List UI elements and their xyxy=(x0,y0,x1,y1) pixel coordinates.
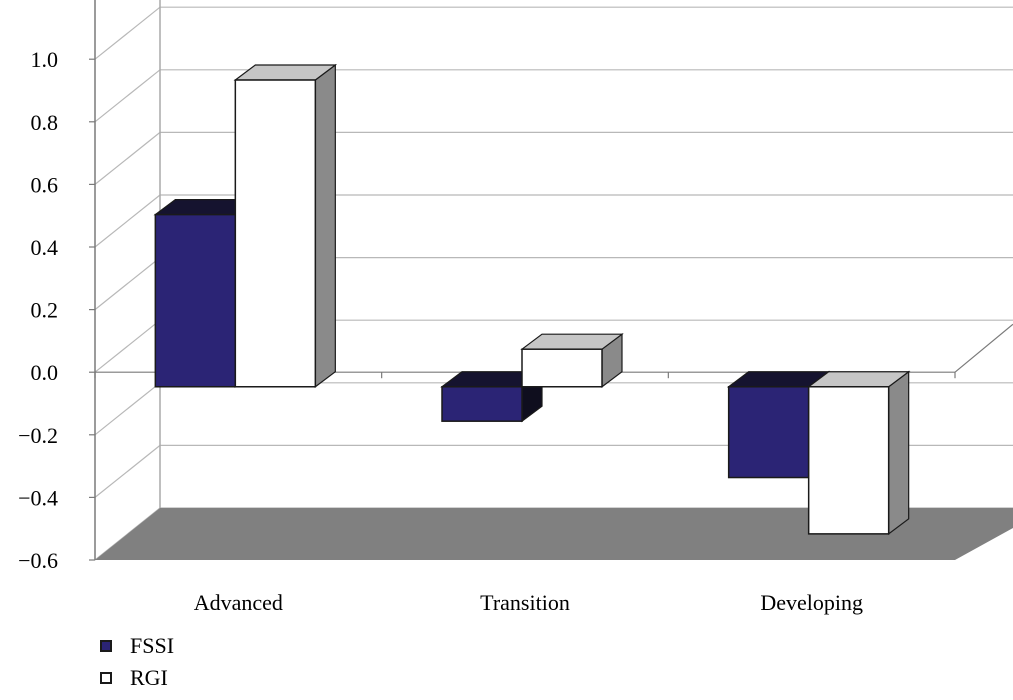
bar-fssi-transition-front xyxy=(441,386,523,422)
legend-swatch-fssi xyxy=(100,640,112,652)
side-wall xyxy=(95,0,160,560)
gridline-side xyxy=(94,444,161,498)
gridline-side xyxy=(94,382,161,436)
bar-rgi-transition xyxy=(520,333,624,388)
category-label-developing: Developing xyxy=(760,590,863,615)
bar-fssi-advanced-front xyxy=(154,213,237,388)
legend-item-fssi: FSSI xyxy=(100,630,174,662)
gridline-side xyxy=(94,131,161,185)
y-tick-label: −0.2 xyxy=(18,423,58,448)
y-tick-label: 0.0 xyxy=(31,360,59,385)
legend-swatch-rgi xyxy=(100,672,112,684)
bar-fssi-developing-front xyxy=(727,386,810,479)
gridline-side xyxy=(94,319,161,373)
legend-label-fssi: FSSI xyxy=(130,633,175,658)
y-tick-label: 0.8 xyxy=(31,110,59,135)
category-label-advanced: Advanced xyxy=(194,590,283,615)
y-tick-label: 0.2 xyxy=(31,298,59,323)
gridline-side xyxy=(94,194,161,248)
gridline-side xyxy=(94,69,161,123)
bar-rgi-developing-front xyxy=(807,386,890,535)
y-tick-label: 1.0 xyxy=(31,47,59,72)
gridline-side xyxy=(94,6,161,60)
bar-rgi-advanced-front xyxy=(234,79,317,388)
gridline-side xyxy=(94,257,161,311)
bar-rgi-developing-side xyxy=(888,370,910,536)
bar-rgi-advanced-side xyxy=(314,63,336,388)
y-tick-label: 0.4 xyxy=(31,235,59,260)
category-label-transition: Transition xyxy=(480,590,570,615)
legend: FSSI RGI xyxy=(100,630,174,694)
x-axis-categories: Advanced Transition Developing xyxy=(194,590,863,615)
bar-rgi-advanced xyxy=(233,63,338,388)
y-tick-label: −0.4 xyxy=(18,485,58,510)
y-tick-label: 0.6 xyxy=(31,172,59,197)
legend-label-rgi: RGI xyxy=(130,665,168,690)
bar-rgi-developing xyxy=(806,370,911,536)
y-tick-label: −0.6 xyxy=(18,548,58,573)
bars xyxy=(153,63,911,536)
chart-floor xyxy=(95,508,1013,560)
floor xyxy=(95,508,1013,560)
bar-rgi-transition-front xyxy=(521,348,603,388)
y-axis-ticks: 1.0 0.8 0.6 0.4 0.2 0.0 −0.2 −0.4 −0.6 xyxy=(18,47,95,573)
legend-item-rgi: RGI xyxy=(100,662,174,694)
zero-line-depth xyxy=(954,323,1013,373)
